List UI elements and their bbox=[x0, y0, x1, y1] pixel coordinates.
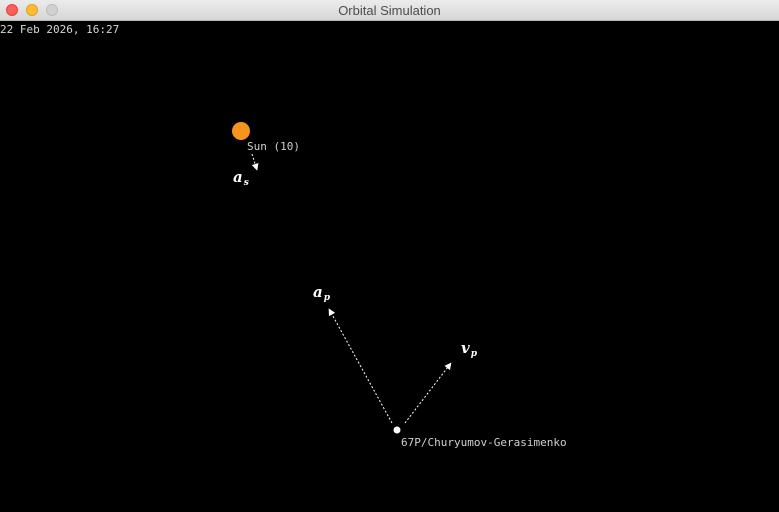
sun-acceleration-label: as bbox=[233, 168, 249, 188]
zoom-button[interactable] bbox=[46, 4, 58, 16]
sun-acceleration-symbol: a bbox=[233, 168, 243, 186]
body-velocity-vector bbox=[404, 362, 452, 424]
simulation-datetime: 22 Feb 2026, 16:27 bbox=[0, 23, 120, 36]
body-velocity-symbol: v bbox=[461, 339, 470, 357]
body-velocity-label: vp bbox=[461, 339, 478, 359]
comet-body[interactable] bbox=[393, 426, 401, 434]
sun-label: Sun (10) bbox=[247, 140, 300, 153]
body-acceleration-vector bbox=[328, 308, 393, 424]
body-acceleration-label: ap bbox=[313, 283, 331, 303]
sun-body[interactable] bbox=[232, 122, 250, 140]
body-acceleration-symbol: a bbox=[313, 283, 323, 301]
comet-label: 67P/Churyumov-Gerasimenko bbox=[401, 436, 567, 449]
sun-acceleration-subscript: s bbox=[243, 178, 249, 188]
minimize-button[interactable] bbox=[26, 4, 38, 16]
body-velocity-subscript: p bbox=[470, 349, 478, 359]
sun-acceleration-vector bbox=[251, 153, 259, 171]
orbit-scene bbox=[232, 122, 452, 434]
title-bar[interactable]: Orbital Simulation bbox=[0, 0, 779, 21]
close-button[interactable] bbox=[6, 4, 18, 16]
simulation-canvas[interactable]: 22 Feb 2026, 16:27 Sun (10) as ap bbox=[0, 21, 779, 512]
window-title: Orbital Simulation bbox=[338, 3, 441, 18]
body-acceleration-subscript: p bbox=[323, 293, 331, 303]
